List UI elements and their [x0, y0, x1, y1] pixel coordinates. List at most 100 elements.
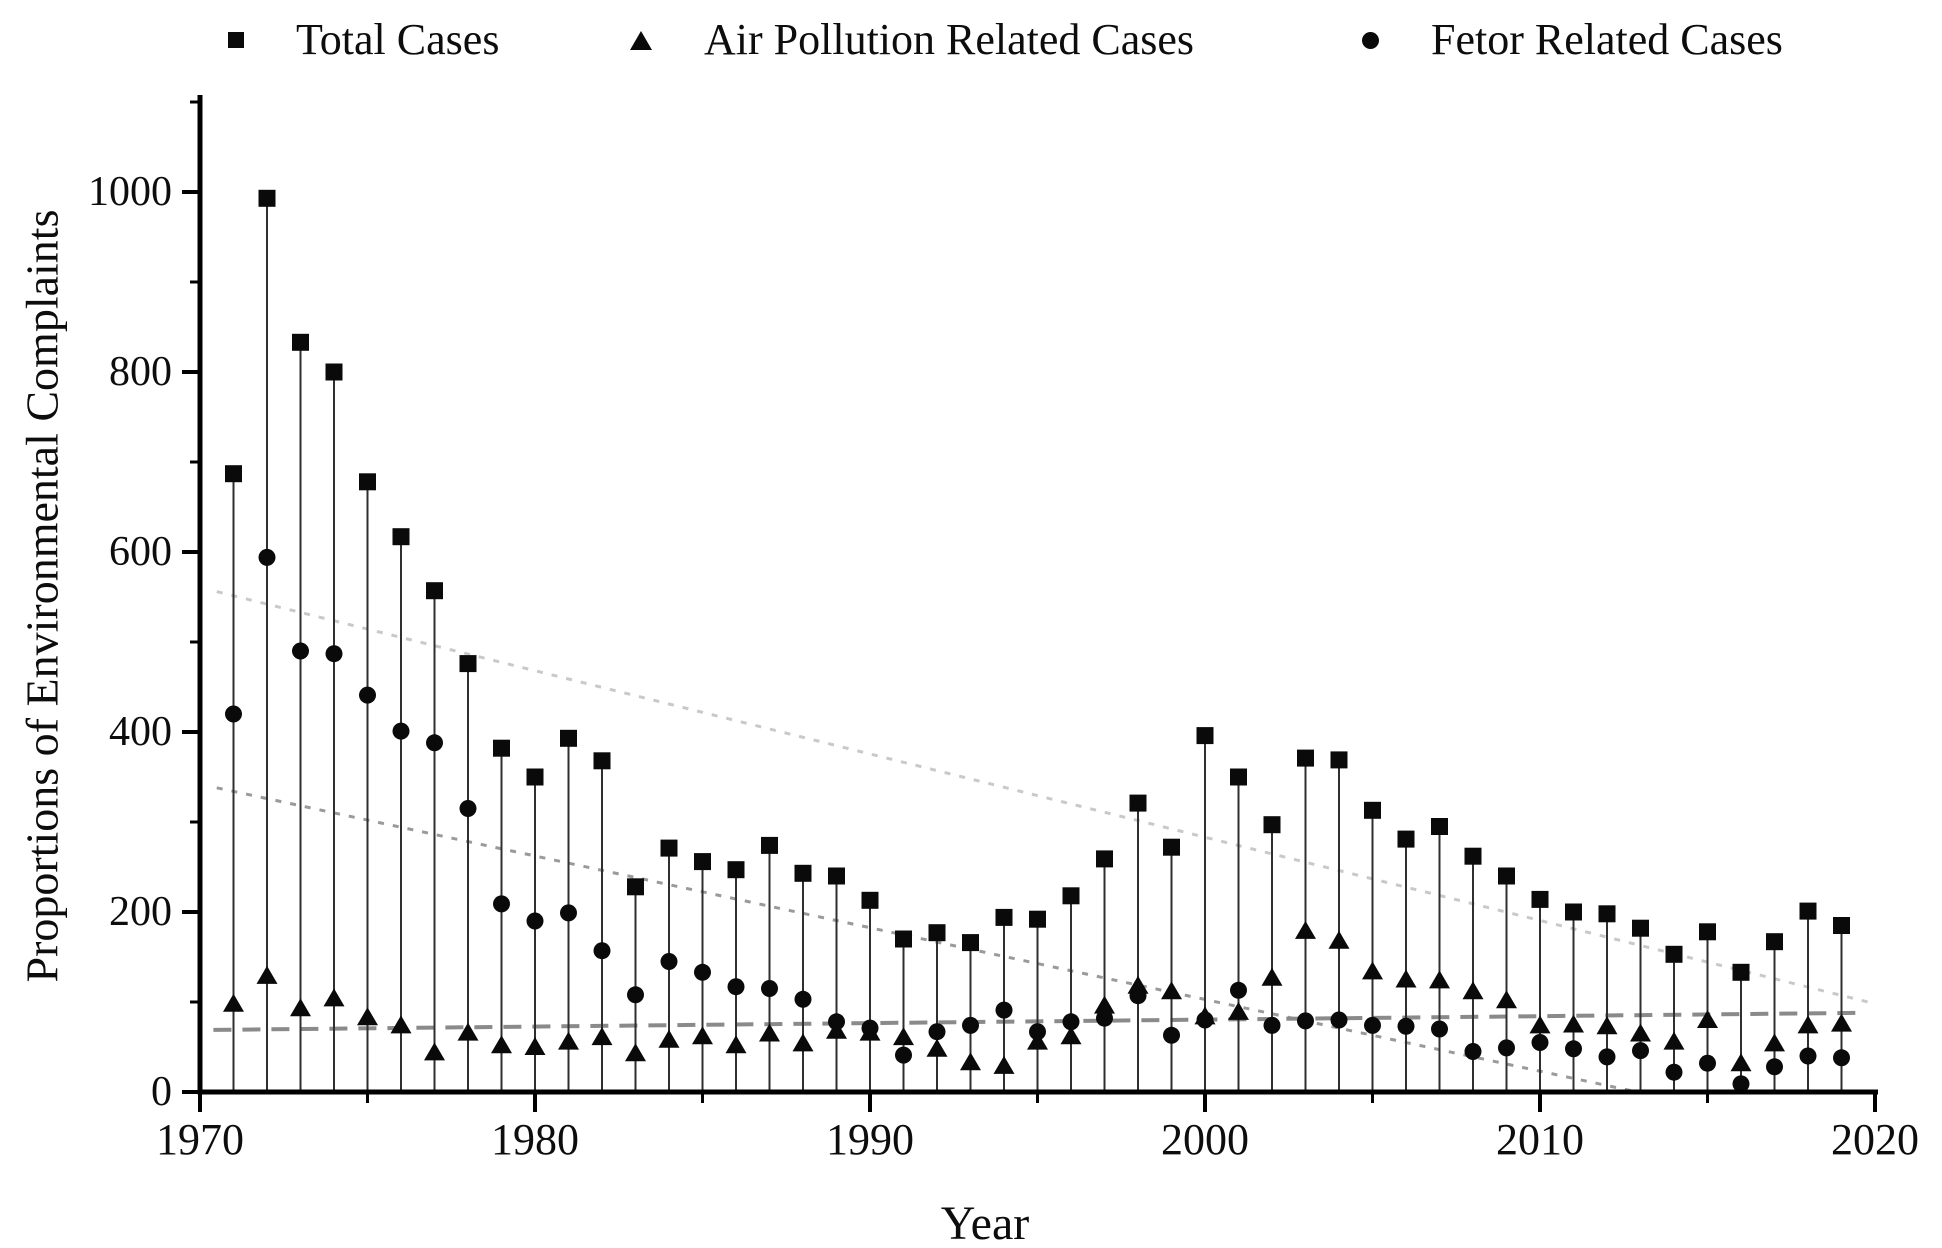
x-tick-label-1990: 1990 [826, 1115, 914, 1164]
marker-total-1985 [694, 853, 711, 871]
marker-total-1993 [962, 934, 979, 952]
marker-air-1988 [792, 1033, 814, 1052]
marker-total-2005 [1364, 801, 1381, 819]
marker-fetor-2017 [1766, 1058, 1783, 1076]
y-tick-label-1000: 1000 [88, 169, 172, 215]
marker-total-2015 [1699, 923, 1716, 941]
marker-air-2013 [1630, 1023, 1651, 1042]
y-tick-label-0: 0 [151, 1069, 172, 1115]
chart-legend: Total Cases Air Pollution Related Cases … [0, 10, 1942, 70]
marker-total-2017 [1766, 933, 1783, 951]
marker-air-1976 [390, 1015, 412, 1034]
marker-fetor-1973 [292, 642, 309, 660]
marker-total-2012 [1598, 905, 1616, 923]
marker-total-1988 [794, 864, 812, 882]
marker-fetor-2015 [1699, 1054, 1716, 1072]
marker-fetor-1992 [928, 1023, 946, 1041]
marker-air-1990 [859, 1022, 881, 1041]
marker-air-2009 [1496, 990, 1517, 1009]
marker-air-1989 [826, 1020, 847, 1039]
y-tick-label-200: 200 [109, 889, 172, 935]
marker-total-1995 [1029, 910, 1046, 928]
marker-air-2016 [1730, 1053, 1752, 1072]
marker-total-2008 [1464, 847, 1482, 865]
marker-fetor-1976 [392, 722, 410, 740]
x-tick-label-2000: 2000 [1161, 1115, 1249, 1164]
marker-total-2000 [1196, 727, 1214, 745]
marker-total-2006 [1397, 830, 1415, 848]
legend-item-total-cases: Total Cases [228, 10, 499, 70]
marker-air-1973 [290, 998, 311, 1017]
marker-air-1978 [457, 1022, 479, 1041]
marker-air-1979 [491, 1035, 512, 1054]
marker-fetor-1991 [895, 1046, 912, 1064]
marker-total-2003 [1297, 749, 1314, 767]
marker-total-2009 [1498, 867, 1515, 885]
marker-total-1978 [459, 655, 477, 673]
marker-total-1989 [828, 867, 845, 885]
marker-air-1991 [893, 1027, 914, 1046]
marker-fetor-1999 [1163, 1026, 1180, 1044]
marker-air-1974 [323, 988, 345, 1007]
marker-total-2002 [1263, 816, 1281, 834]
marker-air-2004 [1328, 930, 1350, 949]
marker-air-2019 [1831, 1013, 1852, 1032]
marker-air-1972 [256, 965, 278, 984]
marker-total-2018 [1799, 902, 1817, 920]
marker-total-1984 [660, 839, 678, 857]
marker-fetor-1978 [459, 800, 477, 817]
marker-fetor-1987 [761, 980, 778, 997]
marker-total-2019 [1833, 917, 1850, 934]
marker-fetor-1971 [225, 705, 242, 723]
marker-fetor-1996 [1062, 1013, 1080, 1031]
marker-air-1999 [1161, 981, 1182, 1000]
marker-total-2010 [1531, 890, 1549, 908]
marker-air-1977 [424, 1042, 445, 1061]
marker-fetor-1985 [694, 963, 711, 981]
x-tick-label-1980: 1980 [491, 1115, 579, 1164]
marker-fetor-1972 [258, 548, 276, 566]
marker-total-1983 [627, 878, 644, 896]
marker-fetor-1988 [794, 990, 812, 1008]
marker-air-1993 [960, 1052, 981, 1071]
marker-air-2010 [1529, 1015, 1551, 1034]
y-tick-label-600: 600 [109, 529, 172, 575]
marker-fetor-2003 [1297, 1012, 1314, 1030]
marker-air-1996 [1060, 1026, 1082, 1045]
trend-line-fetor [216, 786, 1638, 1094]
y-tick-label-400: 400 [109, 709, 172, 755]
marker-fetor-1984 [660, 953, 678, 970]
marker-air-1987 [759, 1023, 780, 1042]
legend-item-fetor-cases: Fetor Related Cases [1362, 10, 1783, 70]
marker-fetor-2008 [1464, 1043, 1482, 1060]
x-tick-label-1970: 1970 [156, 1115, 244, 1164]
x-tick-label-2010: 2010 [1496, 1115, 1584, 1164]
marker-air-1982 [591, 1027, 613, 1046]
marker-total-2013 [1632, 919, 1649, 937]
marker-air-2014 [1663, 1031, 1685, 1050]
marker-air-1995 [1027, 1031, 1048, 1050]
marker-air-1994 [993, 1055, 1015, 1074]
marker-air-2007 [1429, 970, 1450, 989]
marker-air-2015 [1697, 1010, 1718, 1028]
marker-fetor-2001 [1230, 981, 1247, 999]
marker-fetor-1979 [493, 895, 510, 913]
marker-air-1986 [725, 1035, 747, 1054]
marker-fetor-1981 [560, 904, 577, 922]
legend-label: Total Cases [296, 15, 500, 64]
marker-air-2008 [1462, 981, 1484, 1000]
marker-total-1981 [560, 729, 577, 747]
marker-air-1992 [926, 1038, 948, 1057]
legend-item-air-pollution-cases: Air Pollution Related Cases [630, 10, 1194, 70]
marker-total-1990 [861, 891, 879, 909]
marker-total-2016 [1732, 963, 1750, 981]
marker-fetor-2002 [1263, 1016, 1281, 1034]
marker-air-1997 [1094, 995, 1115, 1014]
marker-total-1971 [225, 465, 242, 483]
marker-fetor-2012 [1598, 1048, 1616, 1066]
square-marker-icon [228, 32, 244, 48]
marker-air-1985 [692, 1026, 713, 1045]
marker-air-1981 [558, 1031, 579, 1050]
